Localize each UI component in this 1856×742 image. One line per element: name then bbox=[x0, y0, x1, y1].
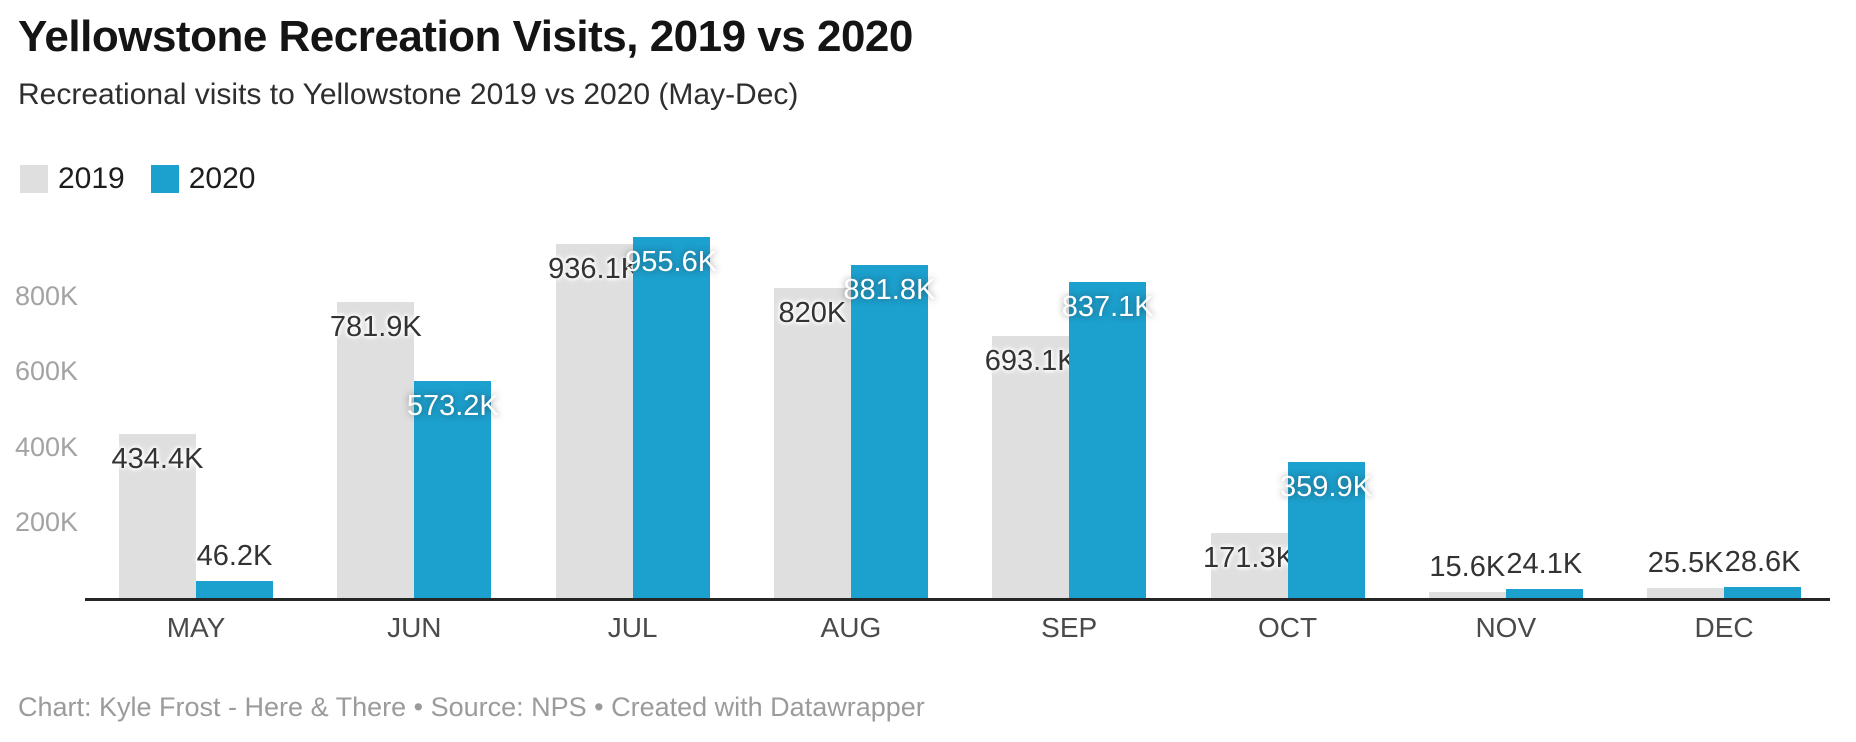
bar-label-2020-dec: 28.6K bbox=[1724, 546, 1801, 578]
x-axis-label-oct: OCT bbox=[1257, 612, 1318, 643]
bar-2019-may bbox=[119, 434, 196, 598]
bar-2020-dec bbox=[1724, 587, 1802, 598]
y-axis-tick-400k: 400K bbox=[14, 431, 78, 462]
bar-label-2019-may: 434.4K bbox=[111, 443, 204, 475]
x-axis-label-jun: JUN bbox=[387, 612, 442, 643]
bar-label-2019-dec: 25.5K bbox=[1647, 547, 1724, 579]
bar-label-2020-nov: 24.1K bbox=[1506, 548, 1583, 580]
bar-2019-dec bbox=[1647, 588, 1725, 598]
bar-2019-aug bbox=[773, 288, 851, 598]
bar-2020-sep bbox=[1069, 282, 1147, 598]
bar-label-2019-nov: 15.6K bbox=[1429, 551, 1506, 583]
chart-title: Yellowstone Recreation Visits, 2019 vs 2… bbox=[18, 12, 913, 61]
x-axis-label-aug: AUG bbox=[820, 612, 882, 643]
bar-label-2020-oct: 359.9K bbox=[1280, 471, 1372, 503]
chart-subtitle: Recreational visits to Yellowstone 2019 … bbox=[18, 78, 799, 111]
bar-label-2019-aug: 820K bbox=[778, 297, 847, 329]
bar-label-2019-sep: 693.1K bbox=[984, 345, 1077, 377]
bar-2019-nov bbox=[1428, 592, 1506, 598]
bar-2019-oct bbox=[1210, 533, 1288, 598]
y-axis-tick-200k: 200K bbox=[14, 507, 78, 538]
bar-label-2020-jun: 573.2K bbox=[406, 390, 499, 422]
x-axis-label-dec: DEC bbox=[1694, 612, 1754, 643]
x-axis-label-sep: SEP bbox=[1041, 612, 1098, 643]
chart-credit: Chart: Kyle Frost - Here & There • Sourc… bbox=[18, 692, 925, 722]
bar-label-2020-sep: 837.1K bbox=[1061, 291, 1154, 323]
legend-item-2019: 2019 bbox=[20, 164, 125, 194]
legend-label-2020: 2020 bbox=[188, 162, 256, 195]
y-axis-tick-600k: 600K bbox=[14, 356, 78, 387]
bar-2019-sep bbox=[992, 336, 1070, 598]
bar-2020-jun bbox=[414, 381, 492, 598]
bar-2019-jun bbox=[337, 302, 415, 598]
x-axis-label-nov: NOV bbox=[1475, 612, 1537, 643]
bar-2020-nov bbox=[1505, 589, 1583, 598]
bar-label-2019-jul: 936.1K bbox=[548, 253, 641, 285]
y-axis-tick-800k: 800K bbox=[14, 280, 78, 311]
bar-label-2020-jul: 955.6K bbox=[625, 246, 718, 278]
bar-2020-aug bbox=[850, 265, 928, 598]
bar-2019-jul bbox=[555, 244, 633, 598]
legend-swatch-2019 bbox=[20, 165, 48, 193]
bar-label-2019-jun: 781.9K bbox=[329, 311, 422, 343]
legend-swatch-2020 bbox=[150, 165, 179, 193]
x-axis-line bbox=[85, 598, 1830, 601]
legend-item-2020: 2020 bbox=[150, 162, 256, 195]
legend: 2019 2020 bbox=[20, 164, 256, 194]
bar-label-2019-oct: 171.3K bbox=[1203, 542, 1295, 574]
bar-label-2020-aug: 881.8K bbox=[843, 274, 936, 306]
bar-2020-oct bbox=[1287, 462, 1365, 598]
bar-label-2020-may: 46.2K bbox=[196, 540, 273, 572]
bar-2020-jul bbox=[632, 237, 710, 598]
x-axis-label-may: MAY bbox=[166, 612, 226, 643]
legend-label-2019: 2019 bbox=[58, 162, 125, 195]
bar-2020-may bbox=[196, 581, 273, 598]
x-axis-label-jul: JUL bbox=[607, 612, 658, 643]
